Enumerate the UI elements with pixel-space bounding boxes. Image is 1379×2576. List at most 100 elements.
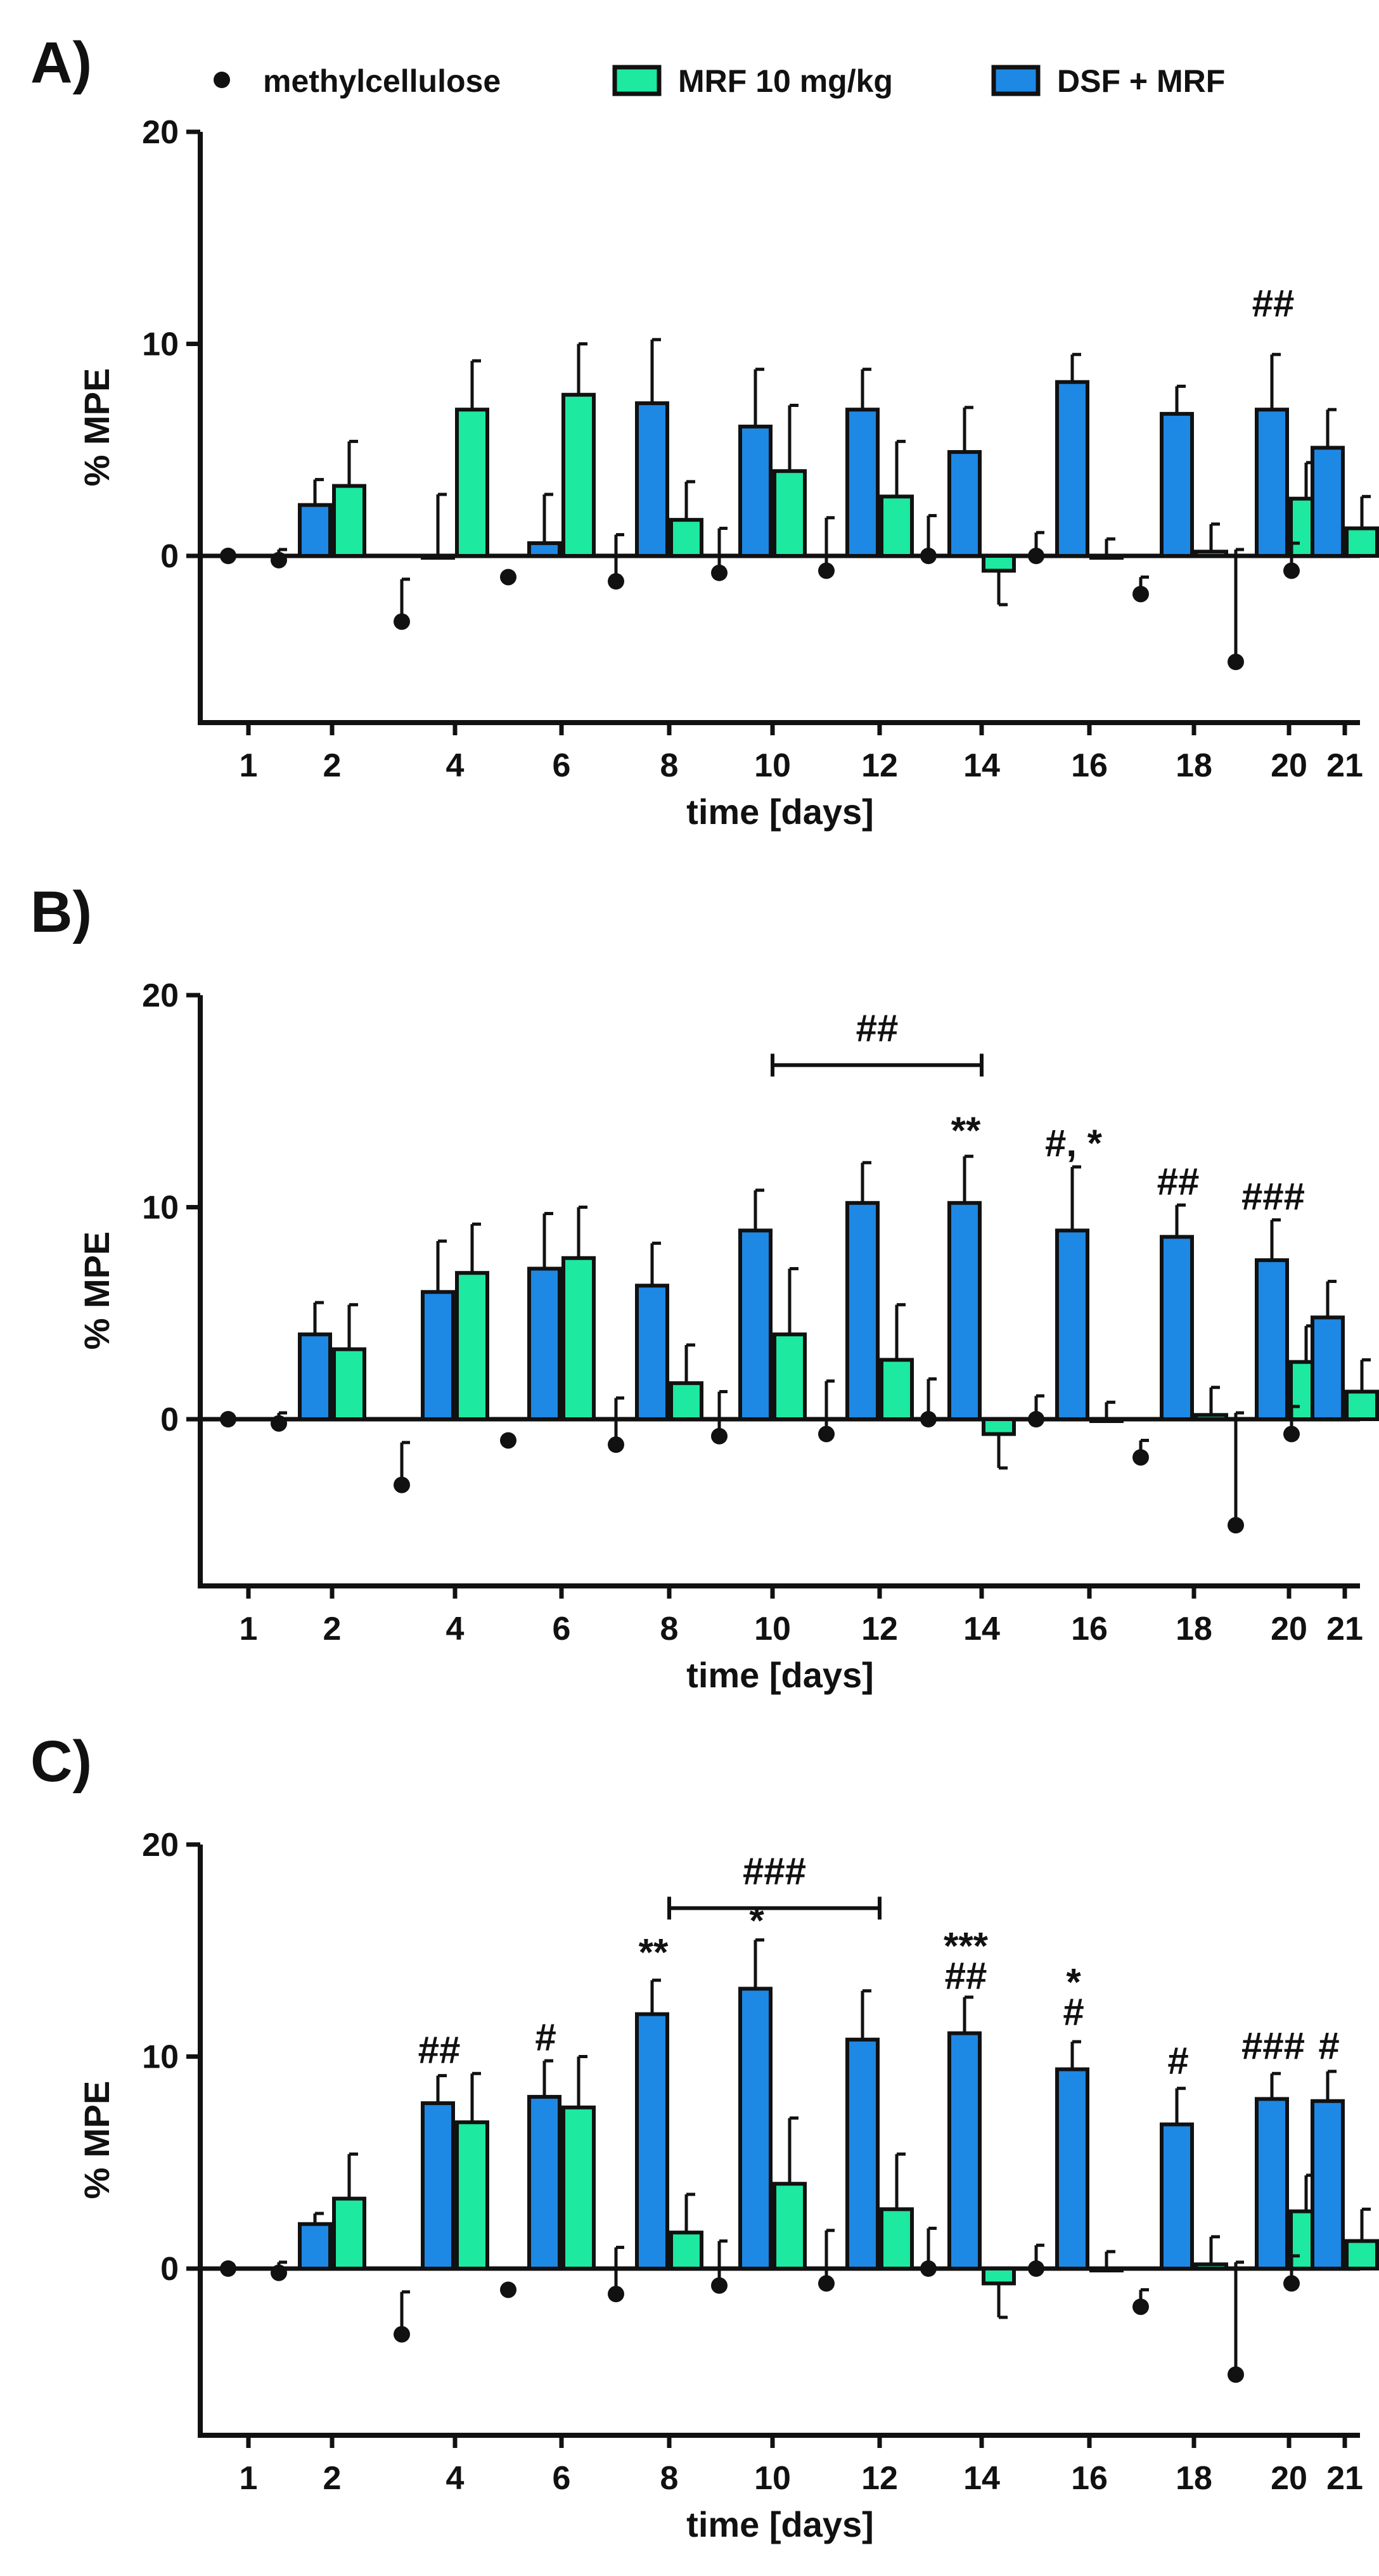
methylcellulose-point <box>818 2275 835 2292</box>
dsf-mrf-bar <box>635 401 669 558</box>
x-tick-label: 8 <box>660 1611 679 1647</box>
significance-label: # <box>1063 1990 1084 2033</box>
x-tick-label: 6 <box>553 2460 571 2497</box>
methylcellulose-point <box>220 2260 236 2277</box>
y-axis-title: % MPE <box>77 1232 117 1350</box>
methylcellulose-point <box>1228 654 1244 671</box>
mrf-bar <box>332 484 366 558</box>
methylcellulose-point <box>920 2260 937 2277</box>
dsf-mrf-bar <box>1160 1235 1194 1421</box>
dsf-mrf-bar <box>421 2101 455 2271</box>
dsf-mrf-bar <box>527 1266 561 1421</box>
x-tick-label: 10 <box>754 747 791 784</box>
significance-label: ## <box>945 1954 987 1997</box>
methylcellulose-point <box>271 551 287 569</box>
mrf-bar <box>561 2105 596 2271</box>
x-tick-label: 18 <box>1176 1611 1212 1647</box>
legend-marker-dot <box>214 72 230 88</box>
mrf-bar <box>1194 2262 1228 2271</box>
mrf-bar <box>561 392 596 558</box>
legend-marker-bar <box>991 65 1041 96</box>
significance-label: ## <box>1157 1160 1200 1202</box>
significance-label: ## <box>1252 282 1295 325</box>
methylcellulose-point <box>1132 2298 1149 2315</box>
mrf-bar <box>982 1417 1016 1436</box>
methylcellulose-point <box>1283 562 1300 579</box>
methylcellulose-point <box>1228 1517 1244 1534</box>
significance-label: * <box>749 1899 764 1942</box>
methylcellulose-point <box>608 2286 624 2303</box>
x-tick-label: 16 <box>1071 2460 1108 2497</box>
significance-label: ** <box>639 1931 669 1974</box>
x-tick-label: 1 <box>240 2460 258 2497</box>
dsf-mrf-bar <box>298 1332 332 1421</box>
dsf-mrf-bar <box>738 424 773 558</box>
x-tick-label: 20 <box>1271 1611 1307 1647</box>
x-tick-label: 12 <box>861 2460 898 2497</box>
x-tick-label: 18 <box>1176 747 1212 784</box>
legend-marker-bar <box>612 65 662 96</box>
methylcellulose-point <box>500 1432 516 1449</box>
mrf-bar <box>1089 554 1124 560</box>
methylcellulose-point <box>711 1427 728 1445</box>
y-tick-label: 0 <box>160 538 179 575</box>
y-axis-title: % MPE <box>77 368 117 487</box>
dsf-mrf-bar <box>421 554 455 560</box>
x-tick-label: 18 <box>1176 2460 1212 2497</box>
significance-label: ** <box>951 1109 981 1152</box>
x-tick-label: 10 <box>754 2460 791 2497</box>
dsf-mrf-bar <box>947 1201 982 1422</box>
methylcellulose-point <box>220 1411 236 1427</box>
panel-letter: B) <box>30 880 92 944</box>
x-tick-label: 1 <box>240 1611 258 1647</box>
dsf-mrf-bar <box>1055 1228 1089 1422</box>
dsf-mrf-bar <box>845 1201 880 1422</box>
mrf-bar <box>332 1347 366 1421</box>
x-tick-label: 4 <box>446 2460 465 2497</box>
methylcellulose-point <box>394 1476 410 1493</box>
legend: methylcellulose MRF 10 mg/kg DSF + MRF <box>214 63 1225 99</box>
significance-label: #, * <box>1045 1122 1103 1164</box>
dsf-mrf-bar <box>1055 2067 1089 2271</box>
panel-letter: C) <box>30 1729 92 1794</box>
methylcellulose-point <box>1132 586 1149 603</box>
methylcellulose-point <box>1228 2366 1244 2383</box>
methylcellulose-point <box>220 548 236 564</box>
x-tick-label: 14 <box>963 747 1000 784</box>
y-tick-label: 20 <box>142 977 179 1014</box>
dsf-mrf-bar <box>1311 2099 1345 2271</box>
dsf-mrf-bar <box>1255 2097 1289 2270</box>
y-axis-title: % MPE <box>77 2081 117 2199</box>
x-axis-title: time [days] <box>686 792 874 832</box>
y-tick-label: 0 <box>160 2251 179 2288</box>
dsf-mrf-bar <box>635 1284 669 1422</box>
panel-letter: A) <box>30 30 92 95</box>
mrf-bar <box>1345 2239 1379 2270</box>
dsf-mrf-bar <box>845 408 880 558</box>
x-tick-label: 4 <box>446 1611 465 1647</box>
mrf-bar <box>773 2182 807 2270</box>
x-axis-title: time [days] <box>686 1655 874 1695</box>
significance-label: ### <box>1241 1175 1305 1218</box>
x-tick-label: 21 <box>1326 2460 1363 2497</box>
mrf-bar <box>1194 1413 1228 1422</box>
dsf-mrf-bar <box>1255 408 1289 558</box>
mrf-bar <box>455 408 489 558</box>
mrf-bar <box>773 1332 807 1421</box>
dsf-mrf-bar <box>635 2012 669 2271</box>
mrf-bar <box>1089 1417 1124 1423</box>
mrf-bar <box>1345 1389 1379 1421</box>
dsf-mrf-bar <box>421 1290 455 1422</box>
methylcellulose-point <box>500 2281 516 2298</box>
dsf-mrf-bar <box>1160 411 1194 558</box>
dsf-mrf-bar <box>947 450 982 558</box>
methylcellulose-point <box>1283 1426 1300 1443</box>
x-tick-label: 12 <box>861 1611 898 1647</box>
methylcellulose-point <box>711 2277 728 2294</box>
methylcellulose-point <box>920 1411 937 1427</box>
dsf-mrf-bar <box>527 2095 561 2270</box>
mrf-bar <box>669 518 703 558</box>
